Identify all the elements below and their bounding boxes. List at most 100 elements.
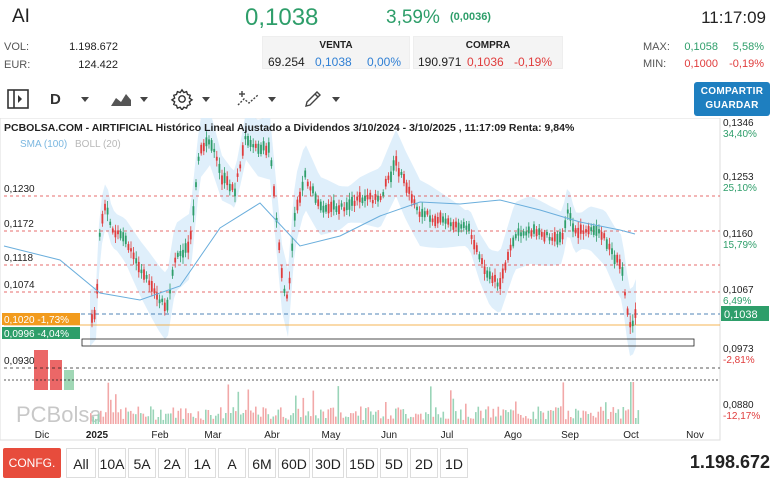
candle-body bbox=[215, 156, 218, 161]
candle-body bbox=[132, 252, 135, 260]
volume-bar bbox=[492, 408, 495, 424]
left-level-label: 0,0930 bbox=[4, 356, 35, 367]
volume-bar bbox=[307, 411, 310, 424]
candle-body bbox=[582, 230, 585, 234]
config-button[interactable]: CONFG. bbox=[3, 448, 61, 478]
candle-body bbox=[145, 275, 148, 279]
candle-body bbox=[153, 288, 156, 294]
candle-body bbox=[163, 302, 166, 312]
volume-bar bbox=[340, 412, 342, 424]
volume-bar bbox=[627, 409, 630, 424]
price-chart[interactable]: PCBolsa 0,1230 0,1172 0,1118 0,1074 0,0930 0,… bbox=[0, 118, 784, 442]
chart-type-selector[interactable] bbox=[110, 88, 148, 110]
candle-body bbox=[585, 229, 587, 233]
range-button-all[interactable]: All bbox=[66, 448, 96, 478]
total-volume: 1.198.672 bbox=[689, 452, 770, 472]
share-save-button[interactable]: COMPARTIR GUARDAR bbox=[694, 82, 770, 116]
candle-body bbox=[280, 268, 283, 278]
candle-body bbox=[603, 233, 606, 239]
candle-body bbox=[488, 271, 491, 280]
range-button-1a[interactable]: 1A bbox=[188, 448, 216, 478]
range-button-5a[interactable]: 5A bbox=[128, 448, 156, 478]
candle-body bbox=[184, 243, 187, 253]
candle-body bbox=[327, 204, 330, 214]
buy-box: COMPRA 190.971 0,1036 -0,19% bbox=[413, 36, 563, 69]
volume-bar bbox=[447, 418, 450, 424]
volume-bar bbox=[187, 413, 190, 424]
logo-block bbox=[50, 360, 62, 390]
range-button-a[interactable]: A bbox=[218, 448, 246, 478]
range-button-60d[interactable]: 60D bbox=[278, 448, 310, 478]
candle-body bbox=[278, 242, 281, 251]
volume-bar bbox=[595, 417, 597, 424]
candle-body bbox=[598, 229, 600, 234]
right-axis-pct: -12,17% bbox=[723, 411, 760, 422]
volume-bar bbox=[110, 399, 112, 424]
candle-body bbox=[522, 231, 525, 236]
candle-body bbox=[494, 274, 496, 282]
volume-bar bbox=[247, 389, 250, 424]
candle-body bbox=[504, 262, 507, 271]
candle-body bbox=[96, 283, 99, 294]
range-button-1d[interactable]: 1D bbox=[440, 448, 468, 478]
chart-canvas[interactable]: PCBolsa 0,12300,11720,11180,10740,09300,… bbox=[0, 118, 784, 442]
left-level-label: 0,1172 bbox=[4, 219, 34, 230]
candle-body bbox=[429, 215, 431, 222]
candle-body bbox=[405, 182, 408, 193]
volume-bar bbox=[597, 411, 600, 424]
volume-bar bbox=[122, 418, 125, 424]
volume-bar bbox=[365, 408, 367, 424]
right-axis-value: 0,1067 bbox=[723, 285, 754, 296]
buy-qty: 190.971 bbox=[418, 55, 462, 69]
volume-bar bbox=[617, 409, 620, 424]
candle-body bbox=[335, 206, 338, 212]
volume-bar bbox=[177, 410, 180, 424]
range-button-2d[interactable]: 2D bbox=[410, 448, 438, 478]
range-button-5d[interactable]: 5D bbox=[380, 448, 408, 478]
watermark-text: PCBolsa bbox=[16, 402, 102, 427]
candle-body bbox=[189, 231, 192, 240]
sma-line bbox=[3, 199, 636, 301]
volume-bar bbox=[572, 418, 575, 424]
volume-bar bbox=[465, 403, 467, 424]
candle-body bbox=[520, 232, 522, 237]
chart-toolbar: D bbox=[0, 80, 784, 118]
x-axis-tick: Mar bbox=[204, 430, 222, 441]
candle-body bbox=[218, 163, 221, 173]
candle-body bbox=[291, 243, 294, 251]
volume-bar bbox=[332, 407, 335, 424]
volume-bar bbox=[240, 414, 242, 424]
legend-sma[interactable]: SMA (100) bbox=[20, 139, 67, 150]
volume-bar bbox=[297, 408, 300, 424]
volume-bar bbox=[225, 413, 227, 424]
range-button-6m[interactable]: 6M bbox=[248, 448, 276, 478]
settings-selector[interactable] bbox=[170, 88, 210, 110]
candle-body bbox=[319, 201, 322, 211]
period-selector[interactable]: D bbox=[50, 88, 89, 110]
drawing-tools-selector[interactable] bbox=[302, 88, 340, 110]
legend-boll[interactable]: BOLL (20) bbox=[75, 139, 121, 150]
candle-body bbox=[533, 224, 535, 234]
range-button-2a[interactable]: 2A bbox=[158, 448, 186, 478]
volume-bar bbox=[575, 408, 577, 424]
candle-body bbox=[631, 320, 634, 327]
candle-body bbox=[288, 277, 291, 284]
range-button-30d[interactable]: 30D bbox=[312, 448, 344, 478]
volume-bar bbox=[242, 413, 245, 424]
range-button-10a[interactable]: 10A bbox=[98, 448, 126, 478]
volume-bar bbox=[577, 410, 580, 424]
candle-body bbox=[91, 314, 93, 323]
candle-body bbox=[135, 258, 138, 264]
candle-body bbox=[343, 207, 346, 212]
volume-bar bbox=[372, 414, 375, 424]
volume-bar bbox=[585, 411, 587, 424]
overlay-layer bbox=[81, 338, 695, 347]
volume-bar bbox=[472, 418, 475, 424]
indicators-selector[interactable] bbox=[236, 88, 276, 110]
sidebar-toggle-button[interactable] bbox=[6, 88, 30, 110]
volume-bar bbox=[450, 390, 452, 424]
candle-body bbox=[551, 237, 554, 241]
range-button-15d[interactable]: 15D bbox=[346, 448, 378, 478]
chevron-down-icon bbox=[268, 96, 276, 102]
volume-bar bbox=[482, 418, 485, 424]
